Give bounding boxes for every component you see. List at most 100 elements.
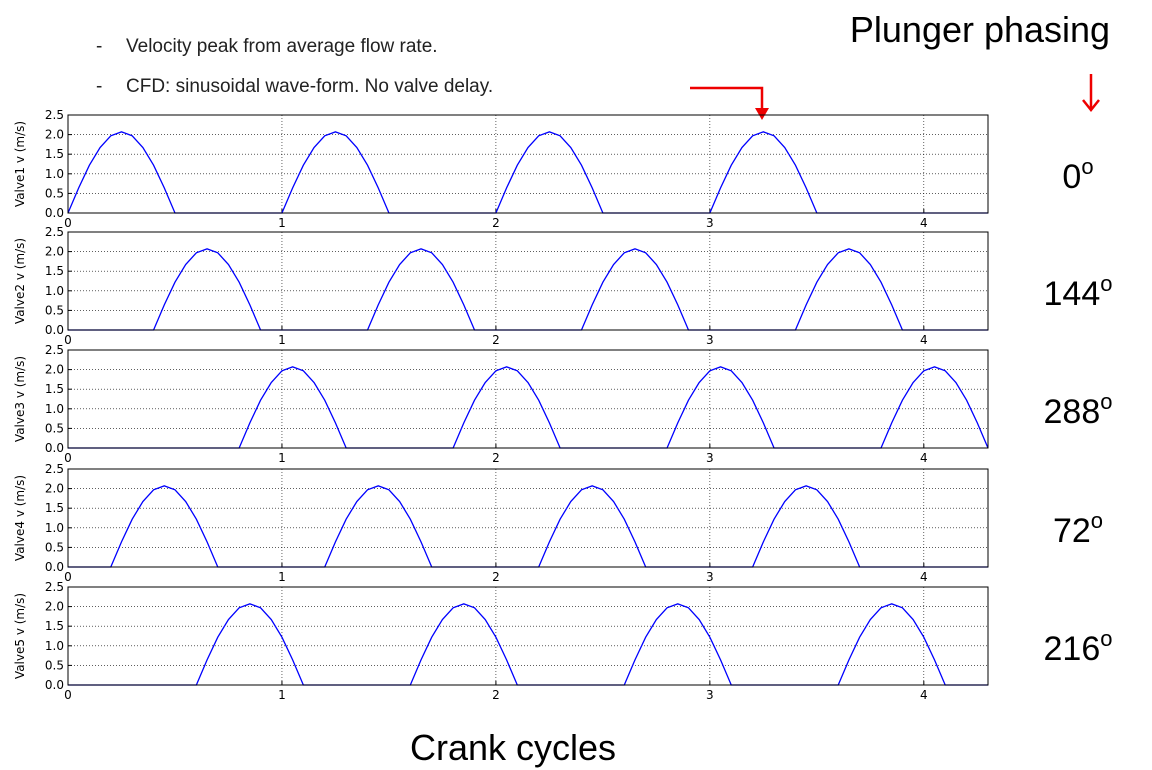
plot-frame	[67, 231, 989, 331]
y-tick-label: 0.0	[45, 323, 64, 337]
x-tick-label: 0	[64, 451, 72, 465]
chart: 0.0 0.5 1.0 1.5 2.0 2.5 0 1 2 3 4 Valve4 v (m/s) 72o	[13, 462, 1103, 584]
x-tick-label: 4	[920, 216, 928, 230]
arrow-head	[755, 108, 769, 120]
chart: 0.0 0.5 1.0 1.5 2.0 2.5 0 1 2 3 4 Valve5 v (m/s) 216…	[13, 580, 1112, 702]
y-axis-title: Valve1 v (m/s)	[13, 121, 27, 207]
x-tick-label: 2	[492, 451, 500, 465]
x-tick-label: 1	[278, 216, 286, 230]
phase-value: 288	[1044, 393, 1101, 431]
x-tick-label: 0	[64, 688, 72, 702]
y-tick-label: 2.0	[45, 363, 64, 377]
phase-value: 0	[1062, 158, 1081, 196]
y-axis-title: Valve5 v (m/s)	[13, 593, 27, 679]
phase-unit: o	[1100, 626, 1112, 651]
phase-value: 216	[1044, 630, 1101, 668]
note: Velocity peak from average flow rate.	[126, 36, 438, 57]
red-arrow	[690, 86, 764, 112]
bullet-dash: -	[96, 76, 102, 97]
y-tick-label: 2.5	[45, 108, 64, 122]
x-tick-label: 1	[278, 570, 286, 584]
y-axis-title: Valve4 v (m/s)	[13, 475, 27, 561]
phase-unit: o	[1100, 271, 1112, 296]
y-tick-label: 1.5	[45, 147, 64, 161]
y-tick-label: 2.5	[45, 343, 64, 357]
y-axis-title: Valve3 v (m/s)	[13, 356, 27, 442]
y-tick-label: 0.5	[45, 658, 64, 672]
velocity-line	[68, 248, 988, 331]
velocity-line	[67, 131, 988, 214]
phase-unit: o	[1091, 508, 1103, 533]
x-tick-label: 1	[278, 688, 286, 702]
y-tick-label: 2.5	[45, 462, 64, 476]
y-tick-label: 0.5	[45, 186, 64, 200]
y-tick-label: 1.5	[45, 382, 64, 396]
y-tick-label: 2.0	[45, 245, 64, 259]
x-tick-label: 0	[64, 333, 72, 347]
arrows	[690, 74, 1100, 120]
y-tick-label: 1.0	[45, 167, 64, 181]
y-tick-label: 1.0	[45, 639, 64, 653]
side-title: Plunger phasing	[850, 9, 1110, 50]
y-tick-label: 1.0	[45, 402, 64, 416]
plot-frame	[67, 349, 989, 449]
y-tick-label: 0.0	[45, 560, 64, 574]
y-tick-label: 0.0	[45, 441, 64, 455]
phase-value: 144	[1044, 275, 1101, 313]
plot-frame	[67, 586, 989, 686]
y-tick-label: 0.5	[45, 421, 64, 435]
bullet-dash: -	[96, 36, 102, 57]
x-tick-label: 3	[706, 688, 714, 702]
x-tick-label: 4	[920, 451, 928, 465]
x-tick-label: 4	[920, 570, 928, 584]
y-tick-label: 1.0	[45, 521, 64, 535]
arrow-head	[1082, 99, 1100, 113]
y-tick-label: 2.0	[45, 482, 64, 496]
x-tick-label: 3	[706, 333, 714, 347]
y-tick-label: 2.5	[45, 225, 64, 239]
y-tick-label: 0.0	[45, 678, 64, 692]
phase-label: 72o	[1053, 508, 1103, 550]
y-tick-label: 1.5	[45, 619, 64, 633]
x-tick-label: 2	[492, 216, 500, 230]
phase-unit: o	[1081, 154, 1093, 179]
x-tick-label: 2	[492, 570, 500, 584]
plot-frame	[67, 468, 989, 568]
phase-label: 0o	[1062, 154, 1093, 196]
x-tick-label: 1	[278, 333, 286, 347]
x-tick-label: 1	[278, 451, 286, 465]
velocity-line	[68, 485, 988, 568]
x-tick-label: 2	[492, 688, 500, 702]
note: CFD: sinusoidal wave-form. No valve dela…	[126, 76, 493, 97]
y-tick-label: 1.5	[45, 264, 64, 278]
phase-value: 72	[1053, 512, 1091, 550]
x-tick-label: 4	[920, 333, 928, 347]
x-axis-title: Crank cycles	[410, 727, 616, 768]
x-tick-label: 3	[706, 451, 714, 465]
y-tick-label: 1.5	[45, 501, 64, 515]
chart: 0.0 0.5 1.0 1.5 2.0 2.5 0 1 2 3 4 Valve3 v (m/s) 288…	[13, 343, 1112, 465]
y-tick-label: 0.0	[45, 206, 64, 220]
velocity-line	[68, 366, 989, 449]
y-tick-label: 1.0	[45, 284, 64, 298]
y-axis-title: Valve2 v (m/s)	[13, 238, 27, 324]
y-tick-label: 0.5	[45, 303, 64, 317]
phase-label: 216o	[1044, 626, 1113, 668]
velocity-line	[68, 603, 988, 686]
phase-unit: o	[1100, 389, 1112, 414]
x-tick-label: 3	[706, 570, 714, 584]
y-tick-label: 2.0	[45, 600, 64, 614]
phase-label: 288o	[1044, 389, 1113, 431]
x-tick-label: 2	[492, 333, 500, 347]
chart: 0.0 0.5 1.0 1.5 2.0 2.5 0 1 2 3 4 Valve2 v (m/s) 144…	[13, 225, 1112, 347]
x-tick-label: 4	[920, 688, 928, 702]
x-tick-label: 0	[64, 570, 72, 584]
y-tick-label: 2.0	[45, 128, 64, 142]
x-tick-label: 0	[64, 216, 72, 230]
plot-frame	[67, 114, 989, 214]
x-tick-label: 3	[706, 216, 714, 230]
y-tick-label: 2.5	[45, 580, 64, 594]
phase-label: 144o	[1044, 271, 1113, 313]
